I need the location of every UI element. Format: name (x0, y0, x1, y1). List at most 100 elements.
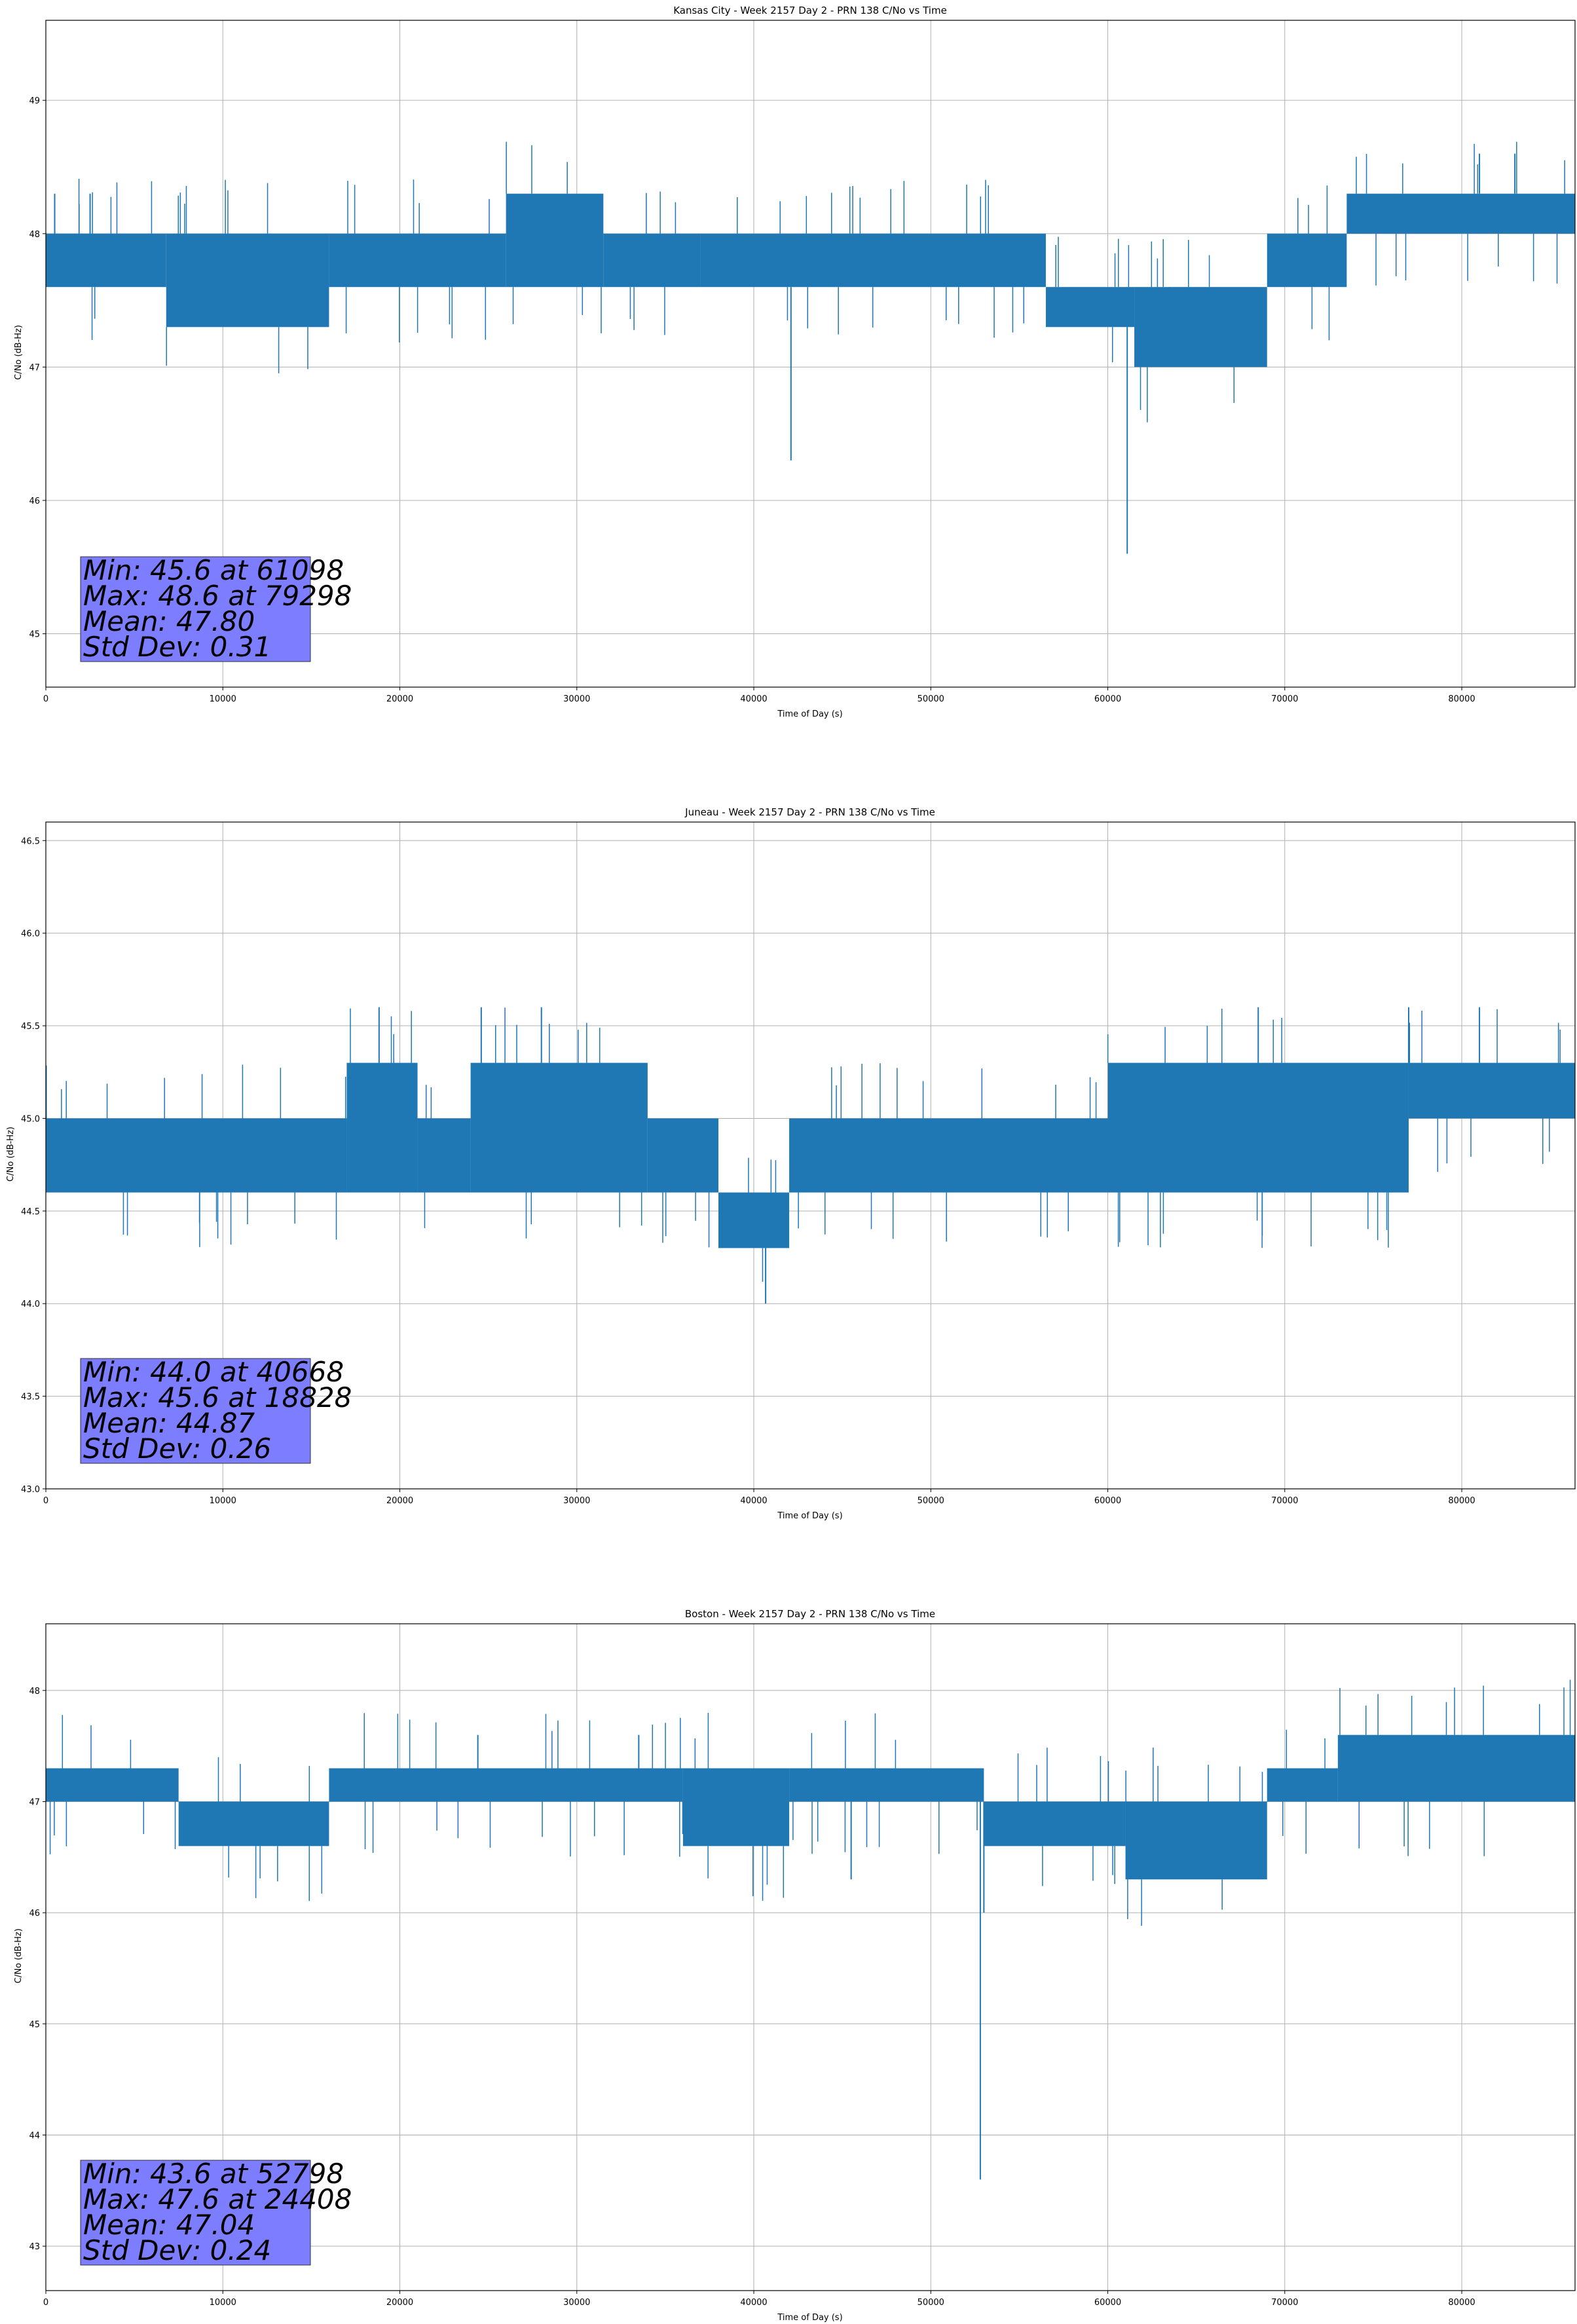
x-tick-label: 40000 (740, 2298, 767, 2308)
y-tick-label: 43 (29, 2242, 40, 2252)
x-tick-label: 10000 (210, 2298, 236, 2308)
chart-panel-kansas-city: Kansas City - Week 2157 Day 2 - PRN 138 … (14, 5, 1576, 719)
x-tick-label: 70000 (1271, 694, 1298, 704)
stats-max: Max: 48.6 at 79298 (83, 580, 352, 612)
x-tick-label: 40000 (740, 694, 767, 704)
series-band (984, 1801, 1126, 1846)
data-series (46, 1679, 1575, 2180)
series-band (1408, 1062, 1575, 1119)
y-tick-label: 45 (29, 630, 40, 640)
y-tick-label: 45.0 (21, 1114, 40, 1124)
series-band (46, 233, 166, 288)
stats-box: Min: 44.0 at 40668 Max: 45.6 at 18828 Me… (80, 1356, 352, 1465)
series-band (1107, 1062, 1409, 1193)
y-tick-label: 45 (29, 2020, 40, 2030)
x-tick-label: 20000 (386, 694, 413, 704)
axis-ticks: 0 10000 20000 30000 40000 50000 60000 70000 8000… (29, 96, 1475, 704)
plot-frame (45, 20, 1576, 688)
stats-box-background (80, 2160, 311, 2266)
stats-box: Min: 43.6 at 52798 Max: 47.6 at 24408 Me… (80, 2158, 352, 2266)
y-tick-label: 46.0 (21, 929, 40, 939)
series-band (789, 1118, 1108, 1193)
series-band (700, 233, 1046, 288)
x-tick-label: 50000 (918, 694, 944, 704)
x-tick-label: 60000 (1094, 1496, 1121, 1506)
series-band (1346, 193, 1445, 234)
x-tick-label: 50000 (918, 1496, 944, 1506)
x-tick-label: 50000 (918, 2298, 944, 2308)
series-band (1125, 1801, 1267, 1880)
stats-std-dev: Std Dev: 0.26 (83, 1433, 271, 1465)
x-tick-label: 60000 (1094, 694, 1121, 704)
series-band (682, 1768, 790, 1846)
series-band (1267, 1768, 1338, 1802)
series-band (603, 233, 701, 288)
stats-max: Max: 47.6 at 24408 (83, 2183, 352, 2215)
chart-title: Juneau - Week 2157 Day 2 - PRN 138 C/No … (684, 806, 935, 818)
series-band (1134, 287, 1267, 367)
y-tick-label: 48 (29, 1687, 40, 1696)
series-band (329, 233, 506, 288)
stats-mean: Mean: 47.80 (83, 605, 255, 637)
stats-min: Min: 45.6 at 61098 (83, 554, 344, 586)
y-tick-label: 49 (29, 96, 40, 106)
y-tick-label: 45.5 (21, 1022, 40, 1032)
series-band (506, 193, 604, 288)
x-axis-label: Time of Day (s) (777, 709, 842, 719)
stats-mean: Mean: 44.87 (83, 1407, 255, 1439)
y-tick-label: 47 (29, 1797, 40, 1807)
series-band (789, 1768, 984, 1802)
y-axis-label: C/No (dB-Hz) (14, 325, 24, 380)
x-tick-label: 20000 (386, 2298, 413, 2308)
stats-box: Min: 45.6 at 61098 Max: 48.6 at 79298 Me… (80, 554, 352, 663)
x-tick-label: 60000 (1094, 2298, 1121, 2308)
chart-title: Kansas City - Week 2157 Day 2 - PRN 138 … (673, 5, 947, 16)
series-band (1267, 233, 1347, 288)
x-tick-label: 70000 (1271, 2298, 1298, 2308)
x-tick-label: 10000 (210, 694, 236, 704)
x-tick-label: 80000 (1448, 1496, 1475, 1506)
series-band (178, 1801, 329, 1846)
plot-frame (45, 1623, 1576, 2291)
x-tick-label: 10000 (210, 1496, 236, 1506)
x-tick-label: 0 (43, 1496, 48, 1506)
chart-panel-juneau: Juneau - Week 2157 Day 2 - PRN 138 C/No … (6, 806, 1576, 1521)
series-band (718, 1192, 790, 1248)
series-band (346, 1062, 418, 1193)
chart-panel-boston: Boston - Week 2157 Day 2 - PRN 138 C/No … (14, 1608, 1576, 2323)
series-band (166, 233, 329, 328)
y-tick-label: 44.5 (21, 1207, 40, 1217)
x-tick-label: 0 (43, 694, 48, 704)
x-tick-label: 40000 (740, 1496, 767, 1506)
stats-std-dev: Std Dev: 0.31 (83, 631, 271, 663)
plot-frame (45, 821, 1576, 1490)
x-tick-label: 80000 (1448, 694, 1475, 704)
stats-std-dev: Std Dev: 0.24 (83, 2234, 271, 2266)
y-axis-label: C/No (dB-Hz) (6, 1127, 16, 1182)
series-band (329, 1768, 683, 1802)
series-band (417, 1118, 471, 1193)
stats-box-background (80, 556, 311, 662)
series-band (470, 1062, 648, 1193)
y-tick-label: 46.5 (21, 836, 40, 846)
x-tick-label: 0 (43, 2298, 48, 2308)
y-axis-label: C/No (dB-Hz) (14, 1928, 24, 1983)
series-band (46, 1118, 347, 1193)
x-axis-label: Time of Day (s) (777, 1511, 842, 1521)
series-band (647, 1118, 718, 1193)
stats-min: Min: 44.0 at 40668 (83, 1356, 344, 1388)
x-axis-label: Time of Day (s) (777, 2313, 842, 2323)
axis-ticks: 0 10000 20000 30000 40000 50000 60000 70000 8000… (29, 1687, 1475, 2308)
series-band (1337, 1734, 1575, 1802)
stats-mean: Mean: 47.04 (83, 2209, 255, 2241)
data-series (46, 1007, 1575, 1304)
stats-min: Min: 43.6 at 52798 (83, 2158, 344, 2190)
y-tick-label: 43.0 (21, 1485, 40, 1495)
series-band (46, 1768, 179, 1802)
y-tick-label: 44 (29, 2131, 40, 2141)
y-tick-label: 43.5 (21, 1393, 40, 1402)
chart-title: Boston - Week 2157 Day 2 - PRN 138 C/No … (685, 1608, 935, 1620)
x-tick-label: 70000 (1271, 1496, 1298, 1506)
y-tick-label: 48 (29, 230, 40, 240)
